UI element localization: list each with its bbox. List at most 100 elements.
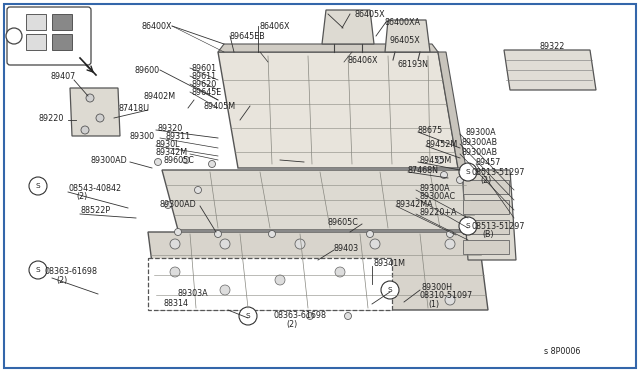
Polygon shape: [162, 170, 478, 230]
Polygon shape: [385, 20, 430, 52]
Text: (2): (2): [56, 276, 67, 285]
Circle shape: [214, 231, 221, 237]
Bar: [26, 14, 46, 30]
Text: 89300: 89300: [130, 131, 155, 141]
Circle shape: [170, 267, 180, 277]
Text: 89457: 89457: [476, 157, 501, 167]
Text: (2): (2): [76, 192, 87, 201]
Text: 96405X: 96405X: [390, 35, 420, 45]
Text: 08513-51297: 08513-51297: [472, 167, 525, 176]
Text: 86400X: 86400X: [141, 22, 172, 31]
Text: 89600: 89600: [135, 65, 160, 74]
Text: 89300H: 89300H: [422, 283, 453, 292]
Text: 89220+A: 89220+A: [420, 208, 458, 217]
Circle shape: [86, 94, 94, 102]
Text: 08543-40842: 08543-40842: [68, 183, 121, 192]
Text: 88314: 88314: [164, 299, 189, 308]
Text: 08310-51097: 08310-51097: [420, 292, 473, 301]
Text: 89300AD: 89300AD: [90, 155, 127, 164]
Circle shape: [164, 202, 172, 208]
Text: 89322: 89322: [540, 42, 565, 51]
FancyBboxPatch shape: [7, 7, 91, 65]
Text: 89601: 89601: [192, 64, 217, 73]
Text: 86406X: 86406X: [348, 55, 378, 64]
Text: S: S: [466, 223, 470, 229]
Polygon shape: [218, 44, 438, 52]
Circle shape: [209, 160, 216, 167]
Text: 89620: 89620: [192, 80, 217, 89]
Text: 89452M: 89452M: [426, 140, 458, 148]
Polygon shape: [70, 88, 120, 136]
Polygon shape: [148, 232, 488, 310]
Circle shape: [344, 312, 351, 320]
Text: 89341M: 89341M: [374, 260, 406, 269]
Circle shape: [6, 28, 22, 44]
Circle shape: [445, 239, 455, 249]
Text: 89403: 89403: [334, 244, 359, 253]
Text: s 8P0006: s 8P0006: [544, 347, 580, 356]
Text: 89455M: 89455M: [420, 155, 452, 164]
Text: 89303A: 89303A: [178, 289, 209, 298]
Circle shape: [269, 231, 275, 237]
Text: 89645E: 89645E: [192, 87, 222, 96]
Circle shape: [175, 228, 182, 235]
Text: 8930L: 8930L: [156, 140, 180, 148]
Circle shape: [335, 267, 345, 277]
Circle shape: [440, 171, 447, 179]
Circle shape: [447, 231, 454, 237]
Text: 89300AB: 89300AB: [462, 148, 498, 157]
Text: (1): (1): [428, 299, 439, 308]
Circle shape: [170, 239, 180, 249]
Bar: [52, 14, 72, 30]
Text: 88522P: 88522P: [80, 205, 110, 215]
Circle shape: [220, 239, 230, 249]
Circle shape: [307, 312, 314, 320]
Polygon shape: [218, 52, 458, 168]
Text: S: S: [388, 287, 392, 293]
Circle shape: [195, 186, 202, 193]
Bar: [148, 258, 392, 310]
Bar: [463, 220, 509, 234]
Text: 89300AD: 89300AD: [160, 199, 196, 208]
Text: 89320: 89320: [158, 124, 183, 132]
Bar: [463, 200, 509, 214]
Polygon shape: [504, 50, 596, 90]
Text: 89342M: 89342M: [156, 148, 188, 157]
Circle shape: [456, 176, 463, 183]
Text: (2): (2): [286, 320, 297, 328]
Text: 86406X: 86406X: [260, 22, 291, 31]
Circle shape: [29, 261, 47, 279]
Bar: [52, 34, 72, 50]
Text: 08363-61698: 08363-61698: [44, 267, 97, 276]
Bar: [463, 180, 509, 194]
Bar: [463, 240, 509, 254]
Text: S: S: [36, 267, 40, 273]
Text: 86400XA: 86400XA: [385, 17, 421, 26]
Circle shape: [459, 217, 477, 235]
Text: 89405M: 89405M: [204, 102, 236, 110]
Circle shape: [154, 158, 161, 166]
Text: 89611: 89611: [192, 71, 217, 80]
Circle shape: [239, 307, 257, 325]
Text: 89311: 89311: [166, 131, 191, 141]
Text: 86405X: 86405X: [355, 10, 386, 19]
Text: 89605C: 89605C: [328, 218, 359, 227]
Text: 89407: 89407: [50, 71, 76, 80]
Circle shape: [220, 285, 230, 295]
Bar: [26, 34, 46, 50]
Circle shape: [436, 157, 444, 164]
Polygon shape: [438, 52, 466, 168]
Text: 08513-51297: 08513-51297: [472, 221, 525, 231]
Circle shape: [445, 295, 455, 305]
Text: 89220: 89220: [38, 113, 63, 122]
Text: S: S: [36, 183, 40, 189]
Text: 89645EB: 89645EB: [230, 32, 266, 41]
Text: 89300A: 89300A: [420, 183, 451, 192]
Text: 89605C: 89605C: [164, 155, 195, 164]
Text: 08363-61698: 08363-61698: [274, 311, 327, 321]
Circle shape: [295, 239, 305, 249]
Circle shape: [367, 231, 374, 237]
Text: 89342MA: 89342MA: [396, 199, 434, 208]
Text: 89300AB: 89300AB: [462, 138, 498, 147]
Circle shape: [81, 126, 89, 134]
